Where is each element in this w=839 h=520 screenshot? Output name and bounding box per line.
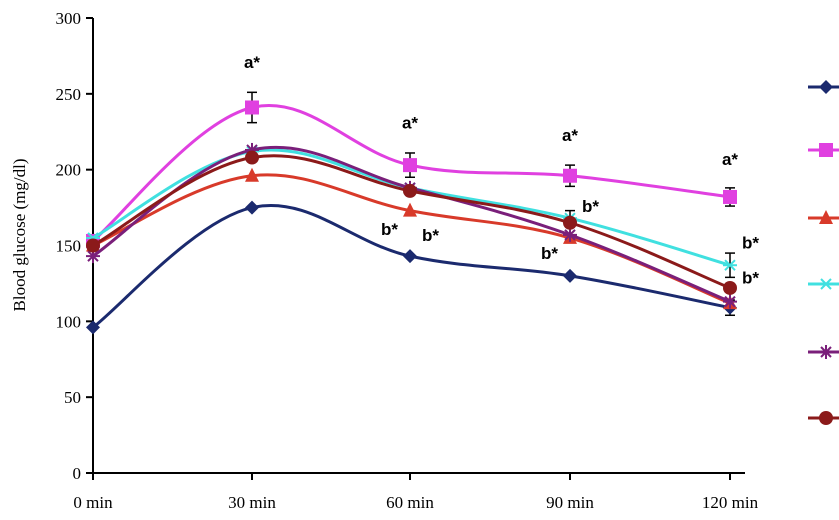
annotation-label: b* bbox=[422, 226, 439, 245]
data-point-stroke bbox=[724, 259, 736, 271]
data-point bbox=[403, 202, 417, 217]
annotation-label: b* bbox=[582, 197, 599, 216]
data-point bbox=[819, 80, 833, 94]
data-point bbox=[245, 150, 259, 165]
x-tick-label: 90 min bbox=[546, 493, 594, 512]
data-point bbox=[245, 100, 259, 115]
series-line bbox=[92, 204, 731, 329]
y-tick-label: 200 bbox=[56, 161, 82, 180]
data-point bbox=[245, 200, 259, 215]
y-tick-label: 100 bbox=[56, 312, 82, 331]
y-tick-label: 50 bbox=[64, 388, 81, 407]
y-tick-label: 150 bbox=[56, 237, 82, 256]
annotation-label: a* bbox=[722, 150, 738, 169]
y-tick-label: 0 bbox=[73, 464, 82, 483]
legend-item-1 bbox=[808, 80, 839, 94]
annotation-label: b* bbox=[742, 268, 759, 287]
x-axis: 0 min 30 min 60 min 90 min 120 min bbox=[73, 472, 759, 512]
data-point bbox=[819, 345, 833, 359]
data-point bbox=[86, 238, 100, 253]
data-point-stroke bbox=[820, 346, 832, 358]
data-point bbox=[723, 294, 737, 309]
data-point bbox=[403, 249, 417, 264]
y-tick-label: 250 bbox=[56, 85, 82, 104]
x-tick-label: 0 min bbox=[73, 493, 113, 512]
annotation-label: b* bbox=[742, 234, 759, 253]
data-point-stroke bbox=[820, 278, 832, 290]
data-point bbox=[819, 210, 833, 224]
data-point bbox=[563, 168, 577, 183]
data-point bbox=[403, 158, 417, 173]
y-tick-label: 300 bbox=[56, 9, 82, 28]
data-point bbox=[819, 143, 833, 157]
y-axis: 0 50 100 150 200 250 300 bbox=[56, 9, 94, 483]
legend bbox=[808, 80, 839, 425]
series-1 bbox=[86, 200, 737, 335]
annotations: a* a* a* a* b* b* b* b* b* b* bbox=[244, 53, 759, 287]
legend-item-2 bbox=[808, 143, 839, 157]
x-tick-label: 120 min bbox=[702, 493, 759, 512]
data-point bbox=[723, 189, 737, 204]
annotation-label: a* bbox=[562, 126, 578, 145]
x-tick-label: 60 min bbox=[386, 493, 434, 512]
series-6 bbox=[86, 150, 737, 295]
data-point-stroke bbox=[564, 229, 576, 241]
annotation-label: b* bbox=[381, 220, 398, 239]
data-point bbox=[86, 320, 100, 335]
data-point bbox=[819, 411, 833, 425]
legend-item-5 bbox=[808, 345, 839, 359]
y-axis-title: Blood glucose (mg/dl) bbox=[10, 159, 29, 312]
data-point-stroke bbox=[87, 250, 99, 262]
annotation-label: a* bbox=[402, 114, 418, 133]
data-point bbox=[563, 268, 577, 283]
legend-item-4 bbox=[808, 278, 839, 290]
x-tick-label: 30 min bbox=[228, 493, 276, 512]
series-layer bbox=[86, 91, 737, 335]
data-point-stroke bbox=[724, 295, 736, 308]
annotation-label: a* bbox=[244, 53, 260, 72]
data-point bbox=[403, 183, 417, 198]
data-point bbox=[563, 215, 577, 230]
legend-item-6 bbox=[808, 411, 839, 425]
annotation-label: b* bbox=[541, 244, 558, 263]
data-point bbox=[723, 280, 737, 295]
data-point bbox=[245, 167, 259, 182]
data-point bbox=[723, 259, 737, 271]
legend-item-3 bbox=[808, 210, 839, 224]
data-point bbox=[563, 227, 577, 242]
data-point bbox=[819, 278, 833, 290]
